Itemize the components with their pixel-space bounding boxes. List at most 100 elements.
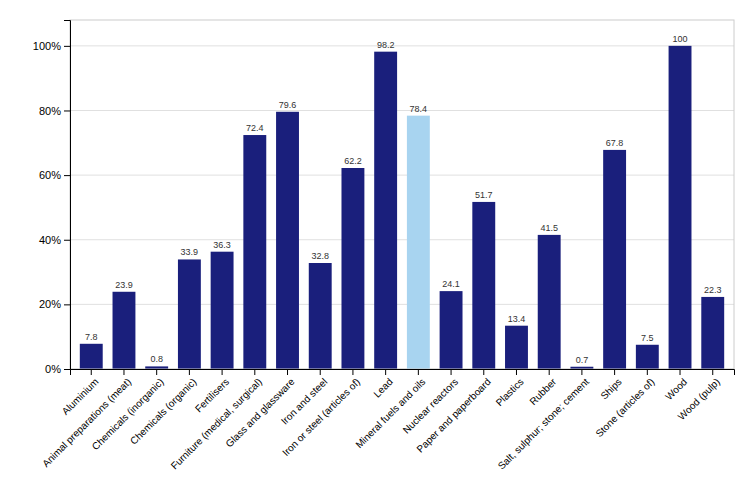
bar xyxy=(603,150,626,369)
data-label: 13.4 xyxy=(508,314,526,324)
x-tick-label: Plastics xyxy=(494,376,526,408)
grid-line xyxy=(70,175,734,176)
data-label: 67.8 xyxy=(606,138,624,148)
x-tick: Stone (articles of) xyxy=(593,369,656,439)
data-label: 62.2 xyxy=(344,156,362,166)
x-tick-mark xyxy=(614,369,615,375)
x-tick: Wood xyxy=(663,369,689,402)
y-tick: 80% xyxy=(39,105,70,117)
data-label: 41.5 xyxy=(540,223,558,233)
data-label: 22.3 xyxy=(704,285,722,295)
x-tick-label: Chemicals (organic) xyxy=(128,376,199,447)
data-label: 100 xyxy=(673,34,688,44)
x-tick: Glass and glassware xyxy=(223,369,297,449)
x-tick: Plastics xyxy=(494,369,526,408)
plot: 0% 20% 40% 60% 80% 100% AluminiumAnimal prepar… xyxy=(33,20,735,472)
x-tick-mark xyxy=(123,369,124,375)
plot-frame xyxy=(70,20,734,369)
y-tick-mark xyxy=(64,369,70,370)
y-tick-label: 80% xyxy=(39,105,61,117)
y-tick: 40% xyxy=(39,234,70,246)
data-label: 0.8 xyxy=(150,354,163,364)
x-tick: Lead xyxy=(371,369,395,400)
x-tick-mark xyxy=(516,369,517,375)
x-tick-label: Lead xyxy=(371,376,395,400)
data-label: 51.7 xyxy=(475,190,493,200)
x-tick-mark xyxy=(549,369,550,375)
y-tick-label: 40% xyxy=(39,234,61,246)
bar xyxy=(472,202,495,369)
x-tick-mark xyxy=(418,369,419,375)
bar xyxy=(636,345,659,369)
bar xyxy=(178,259,201,369)
x-tick-mark xyxy=(451,369,452,375)
data-label: 24.1 xyxy=(442,279,460,289)
x-tick-label: Stone (articles of) xyxy=(593,376,656,439)
x-tick-label: Salt, sulphur; stone; cement xyxy=(496,376,592,472)
grid-line xyxy=(70,45,734,46)
data-label: 7.8 xyxy=(85,332,98,342)
x-tick-mark xyxy=(222,369,223,375)
x-tick: Chemicals (organic) xyxy=(128,369,199,447)
x-tick-label: Wood (pulp) xyxy=(676,376,722,422)
x-axis: AluminiumAnimal preparations (meat)Chemi… xyxy=(40,369,734,472)
y-tick-label: 100% xyxy=(33,40,61,52)
bar xyxy=(341,168,364,369)
x-tick-label: Paper and paperboard xyxy=(414,376,493,455)
x-tick-label: Wood xyxy=(663,376,689,402)
data-label: 7.5 xyxy=(641,333,654,343)
x-tick-label: Ships xyxy=(598,376,623,401)
x-tick: Nuclear reactors xyxy=(401,369,461,436)
x-tick: Ships xyxy=(598,369,623,402)
bar xyxy=(113,292,136,369)
bar xyxy=(276,112,299,369)
x-axis-line xyxy=(71,370,735,376)
y-tick-mark xyxy=(64,304,70,305)
bar xyxy=(701,297,724,369)
grid-line xyxy=(70,110,734,111)
data-label: 72.4 xyxy=(246,123,264,133)
data-labels: 7.823.90.833.936.372.479.632.862.298.278… xyxy=(85,34,722,365)
bar xyxy=(309,263,332,369)
chart: 0% 20% 40% 60% 80% 100% AluminiumAnimal prepar… xyxy=(0,0,754,504)
x-tick-mark xyxy=(647,369,648,375)
y-tick: 60% xyxy=(39,169,70,181)
data-label: 33.9 xyxy=(181,247,199,257)
x-tick: Rubber xyxy=(527,369,558,407)
x-tick-mark xyxy=(287,369,288,375)
data-label: 0.7 xyxy=(576,355,589,365)
x-tick-mark xyxy=(385,369,386,375)
x-tick-mark xyxy=(189,369,190,375)
x-tick: Wood (pulp) xyxy=(676,369,722,422)
data-label: 32.8 xyxy=(311,251,329,261)
x-tick-mark xyxy=(680,369,681,375)
bar xyxy=(211,252,234,369)
y-tick-mark xyxy=(64,110,70,111)
x-tick: Salt, sulphur; stone; cement xyxy=(496,369,592,472)
x-tick-mark xyxy=(352,369,353,375)
x-tick-mark xyxy=(320,369,321,375)
bar xyxy=(505,326,528,369)
x-tick: Iron or steel (articles of) xyxy=(280,369,362,458)
x-tick-mark xyxy=(581,369,582,375)
data-label: 78.4 xyxy=(410,104,428,114)
y-tick: 20% xyxy=(39,298,70,310)
bar xyxy=(80,344,103,369)
bar xyxy=(407,116,430,369)
x-tick-label: Rubber xyxy=(527,376,558,407)
y-tick: 100% xyxy=(33,40,70,52)
y-tick-mark xyxy=(64,240,70,241)
bar xyxy=(440,291,463,369)
data-label: 79.6 xyxy=(279,100,297,110)
grid xyxy=(70,46,734,369)
y-tick-mark xyxy=(64,175,70,176)
bars xyxy=(80,46,724,369)
y-tick: 0% xyxy=(45,363,70,375)
x-tick: Paper and paperboard xyxy=(414,369,493,455)
bar xyxy=(538,235,561,369)
y-tick-mark xyxy=(64,46,70,47)
bar xyxy=(669,46,692,369)
bar xyxy=(243,135,266,369)
data-label: 36.3 xyxy=(213,240,231,250)
x-tick-mark xyxy=(156,369,157,375)
